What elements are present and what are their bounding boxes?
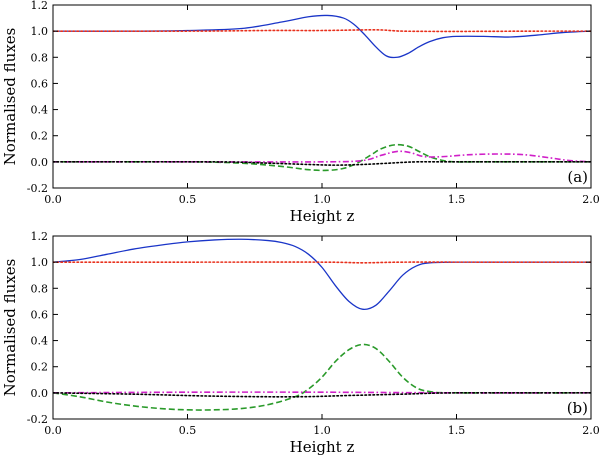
y-axis-label: Normalised fluxes <box>1 28 19 166</box>
y-tick-label: 0.6 <box>31 77 49 90</box>
y-tick-label: 1.2 <box>31 0 49 12</box>
y-tick-label: 0.4 <box>31 104 49 117</box>
panel-label: (b) <box>567 399 588 417</box>
x-tick-label: 1.5 <box>448 193 466 206</box>
panel-label: (a) <box>567 168 588 186</box>
series-line-total <box>53 14 591 59</box>
series-line-magenta-dashdot <box>53 150 591 163</box>
x-axis-label: Height z <box>290 207 355 225</box>
x-tick-label: 0.0 <box>44 193 62 206</box>
x-tick-label: 0.0 <box>44 424 62 437</box>
x-tick-label: 0.5 <box>179 424 197 437</box>
y-tick-label: 1.0 <box>31 256 49 269</box>
y-tick-label: 0.4 <box>31 335 49 348</box>
plot-frame <box>52 4 592 189</box>
y-axis-label: Normalised fluxes <box>1 259 19 397</box>
y-tick-label: 0.0 <box>31 156 49 169</box>
x-tick-label: 1.0 <box>313 424 331 437</box>
y-tick-label: 0.2 <box>31 361 49 374</box>
panel-a: 0.0 0.5 1.0 1.5 2.0-0.20.00.20.40.60.81.01.2… <box>1 0 600 225</box>
y-tick-label: 0.8 <box>31 51 49 64</box>
x-axis-label: Height z <box>290 438 355 456</box>
series-line-green-dashed <box>53 143 591 172</box>
y-tick-label: -0.2 <box>27 182 48 195</box>
series-line-black-dotted <box>53 160 591 166</box>
y-tick-label: 0.0 <box>31 387 49 400</box>
series-group <box>53 14 591 172</box>
y-tick-label: -0.2 <box>27 413 48 426</box>
series-line-green-dashed <box>53 343 591 411</box>
series-line-total <box>53 238 591 310</box>
series-group <box>53 238 591 411</box>
x-tick-label: 1.0 <box>313 193 331 206</box>
x-tick-label: 2.0 <box>582 193 600 206</box>
series-line-red-dotted <box>53 29 591 33</box>
y-tick-label: 1.2 <box>31 230 49 243</box>
y-tick-label: 1.0 <box>31 25 49 38</box>
x-tick-label: 2.0 <box>582 424 600 437</box>
panel-b: 0.0 0.5 1.0 1.5 2.0-0.20.00.20.40.60.81.01.2… <box>1 230 600 456</box>
series-line-red-dotted <box>53 261 591 264</box>
y-tick-label: 0.8 <box>31 282 49 295</box>
series-line-magenta-dashdot <box>53 391 591 394</box>
y-tick-label: 0.2 <box>31 130 49 143</box>
x-tick-label: 0.5 <box>179 193 197 206</box>
y-tick-label: 0.6 <box>31 308 49 321</box>
x-tick-label: 1.5 <box>448 424 466 437</box>
series-line-black-dotted <box>53 391 591 398</box>
